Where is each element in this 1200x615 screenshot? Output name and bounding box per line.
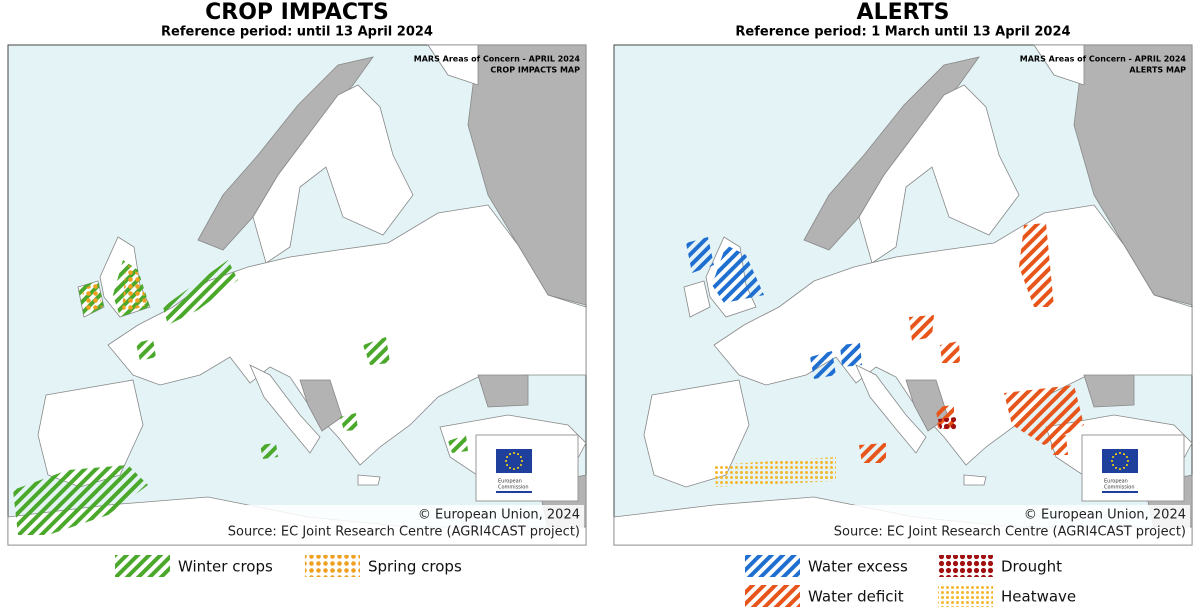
logo-text: Commission bbox=[1104, 485, 1135, 491]
area-of-concern bbox=[82, 283, 102, 313]
country bbox=[1033, 44, 1085, 86]
map-label: CROP IMPACTS MAP bbox=[490, 66, 580, 75]
panel-subtitle: Reference period: until 13 April 2024 bbox=[161, 25, 433, 40]
star bbox=[1125, 456, 1128, 458]
copyright: © European Union, 2024 bbox=[1024, 508, 1186, 523]
area-of-concern bbox=[940, 341, 960, 363]
star bbox=[513, 468, 515, 470]
star bbox=[1127, 460, 1129, 462]
legend-swatch bbox=[745, 585, 800, 607]
star bbox=[506, 464, 509, 466]
country bbox=[427, 44, 479, 86]
star bbox=[521, 460, 523, 462]
country bbox=[249, 364, 321, 454]
logo-bar bbox=[1102, 491, 1138, 493]
area-of-concern bbox=[1004, 385, 1084, 445]
star bbox=[1119, 452, 1121, 454]
country bbox=[963, 474, 987, 486]
logo-bar bbox=[496, 491, 532, 493]
star bbox=[519, 456, 522, 458]
area-of-concern bbox=[122, 263, 148, 313]
area-of-concern bbox=[859, 443, 886, 463]
country bbox=[643, 379, 750, 488]
area-of-concern bbox=[163, 260, 238, 325]
legend-label: Drought bbox=[1001, 558, 1062, 576]
legend-label: Heatwave bbox=[1001, 588, 1076, 606]
map: MARS Areas of Concern - APRIL 2024 CROP I… bbox=[7, 44, 587, 546]
star bbox=[1123, 453, 1125, 456]
country bbox=[197, 56, 374, 251]
country bbox=[299, 379, 343, 432]
star bbox=[1123, 466, 1125, 469]
star bbox=[1125, 464, 1128, 466]
area-of-concern bbox=[938, 417, 956, 431]
legend-swatch bbox=[938, 585, 993, 607]
country bbox=[1083, 374, 1135, 408]
star bbox=[517, 466, 519, 469]
star bbox=[1111, 460, 1113, 462]
area-of-concern bbox=[714, 457, 836, 487]
legend-label: Winter crops bbox=[178, 558, 273, 576]
area-of-concern bbox=[1050, 435, 1068, 455]
source-bg bbox=[804, 505, 1190, 543]
legend-swatch bbox=[938, 555, 993, 577]
area-of-concern bbox=[13, 465, 148, 535]
area-of-concern bbox=[686, 237, 714, 273]
area-of-concern bbox=[448, 435, 468, 453]
area-of-concern bbox=[840, 343, 862, 367]
country bbox=[803, 56, 980, 251]
logo-text: European bbox=[498, 479, 522, 485]
country bbox=[477, 374, 529, 408]
area-of-concern bbox=[712, 245, 764, 303]
star bbox=[519, 464, 522, 466]
star bbox=[1112, 456, 1115, 458]
map: MARS Areas of Concern - APRIL 2024 ALERTS… bbox=[613, 44, 1193, 546]
logo-text: Commission bbox=[498, 485, 529, 491]
star bbox=[1115, 453, 1117, 456]
country bbox=[252, 84, 414, 264]
country bbox=[683, 280, 711, 318]
area-of-concern bbox=[810, 351, 836, 379]
country bbox=[855, 364, 927, 454]
star bbox=[1119, 468, 1121, 470]
area-of-concern bbox=[1019, 223, 1054, 307]
source: Source: EC Joint Research Centre (AGRI4C… bbox=[228, 525, 580, 540]
legend-swatch bbox=[305, 555, 360, 577]
area-of-concern bbox=[909, 315, 934, 341]
source-bg bbox=[198, 505, 584, 543]
legend-label: Water deficit bbox=[808, 588, 904, 606]
area-of-concern bbox=[260, 443, 278, 459]
star bbox=[506, 456, 509, 458]
legend-swatch bbox=[115, 555, 170, 577]
copyright: © European Union, 2024 bbox=[418, 508, 580, 523]
panel-title: CROP IMPACTS bbox=[205, 0, 389, 25]
map-label: MARS Areas of Concern - APRIL 2024 bbox=[1020, 55, 1187, 64]
area-of-concern bbox=[363, 337, 390, 365]
country bbox=[858, 84, 1020, 264]
area-of-concern bbox=[340, 413, 358, 431]
panel-title: ALERTS bbox=[857, 0, 950, 25]
legend-label: Water excess bbox=[808, 558, 908, 576]
area-of-concern bbox=[136, 339, 156, 361]
star bbox=[513, 452, 515, 454]
panel-subtitle: Reference period: 1 March until 13 April… bbox=[735, 25, 1070, 40]
star bbox=[1115, 466, 1117, 469]
star bbox=[509, 466, 511, 469]
star bbox=[517, 453, 519, 456]
legend-swatch bbox=[745, 555, 800, 577]
source: Source: EC Joint Research Centre (AGRI4C… bbox=[834, 525, 1186, 540]
map-label: MARS Areas of Concern - APRIL 2024 bbox=[414, 55, 581, 64]
country bbox=[357, 474, 381, 486]
star bbox=[1112, 464, 1115, 466]
logo-text: European bbox=[1104, 479, 1128, 485]
map-label: ALERTS MAP bbox=[1129, 66, 1186, 75]
legend-label: Spring crops bbox=[368, 558, 462, 576]
star bbox=[505, 460, 507, 462]
star bbox=[509, 453, 511, 456]
